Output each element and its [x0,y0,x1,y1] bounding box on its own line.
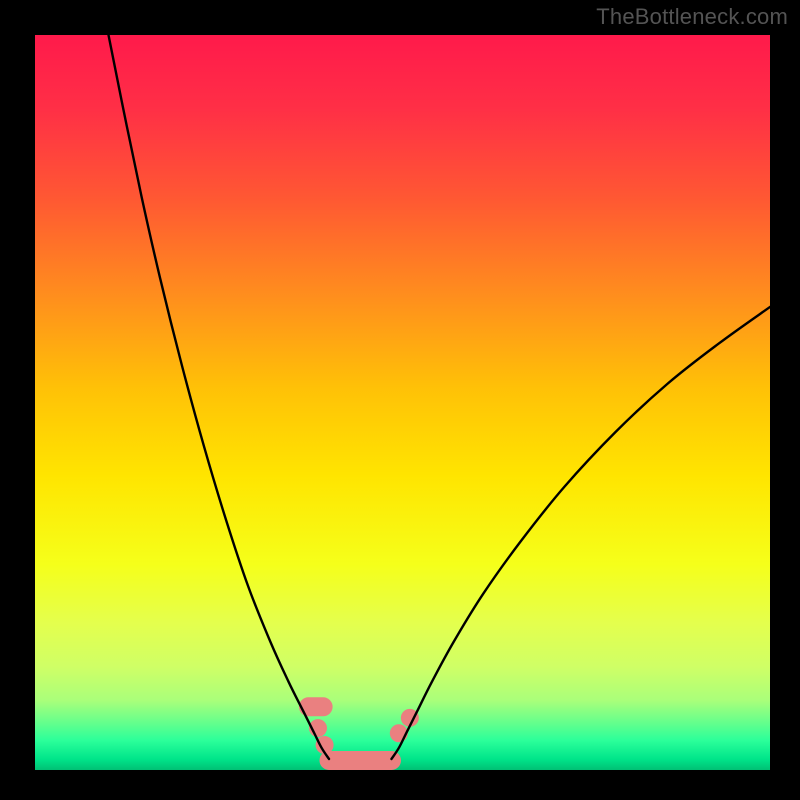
chart-svg [0,0,800,800]
plot-background [35,35,770,770]
watermark-text: TheBottleneck.com [596,4,788,30]
chart-frame: TheBottleneck.com [0,0,800,800]
marker-pill [349,751,401,770]
